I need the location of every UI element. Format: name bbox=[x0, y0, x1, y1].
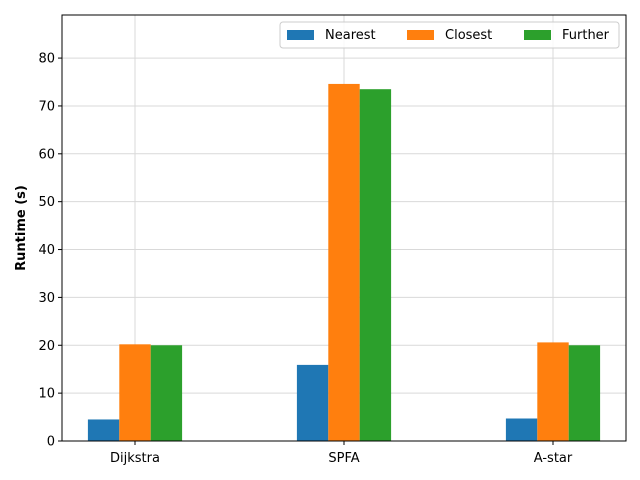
y-tick-label: 30 bbox=[38, 291, 55, 306]
y-tick-label: 10 bbox=[38, 387, 55, 402]
legend-label-further: Further bbox=[562, 28, 610, 43]
bar-closest-a-star bbox=[537, 342, 569, 441]
bar-further-a-star bbox=[568, 345, 601, 441]
bar-further-spfa bbox=[359, 89, 392, 441]
bar-closest-dijkstra bbox=[119, 344, 151, 441]
bars bbox=[87, 83, 601, 441]
legend-label-nearest: Nearest bbox=[325, 28, 376, 43]
y-tick-label: 50 bbox=[38, 195, 55, 210]
y-tick-label: 40 bbox=[38, 243, 55, 258]
legend: Nearest Closest Further bbox=[279, 21, 620, 49]
y-tick-label: 80 bbox=[38, 52, 55, 67]
y-tick-label: 70 bbox=[38, 99, 55, 114]
legend-swatch-closest bbox=[407, 30, 434, 40]
bar-nearest-dijkstra bbox=[87, 419, 120, 441]
legend-swatch-further bbox=[524, 30, 551, 40]
bar-further-dijkstra bbox=[150, 345, 183, 441]
x-tick-label: SPFA bbox=[328, 451, 359, 466]
x-tick-label: Dijkstra bbox=[110, 451, 160, 466]
x-axis: Dijkstra SPFA A-star bbox=[110, 441, 573, 466]
bar-nearest-spfa bbox=[296, 364, 329, 441]
y-tick-label: 20 bbox=[38, 339, 55, 354]
y-axis-label: Runtime (s) bbox=[14, 185, 29, 271]
y-tick-label: 60 bbox=[38, 147, 55, 162]
legend-label-closest: Closest bbox=[445, 28, 492, 43]
bar-closest-spfa bbox=[328, 83, 360, 441]
bar-nearest-a-star bbox=[505, 418, 538, 441]
legend-swatch-nearest bbox=[287, 30, 314, 40]
legend-box bbox=[279, 21, 620, 49]
x-tick-label: A-star bbox=[534, 451, 573, 466]
y-axis: 0 10 20 30 40 50 60 70 80 bbox=[38, 52, 62, 450]
y-tick-label: 0 bbox=[47, 435, 55, 450]
